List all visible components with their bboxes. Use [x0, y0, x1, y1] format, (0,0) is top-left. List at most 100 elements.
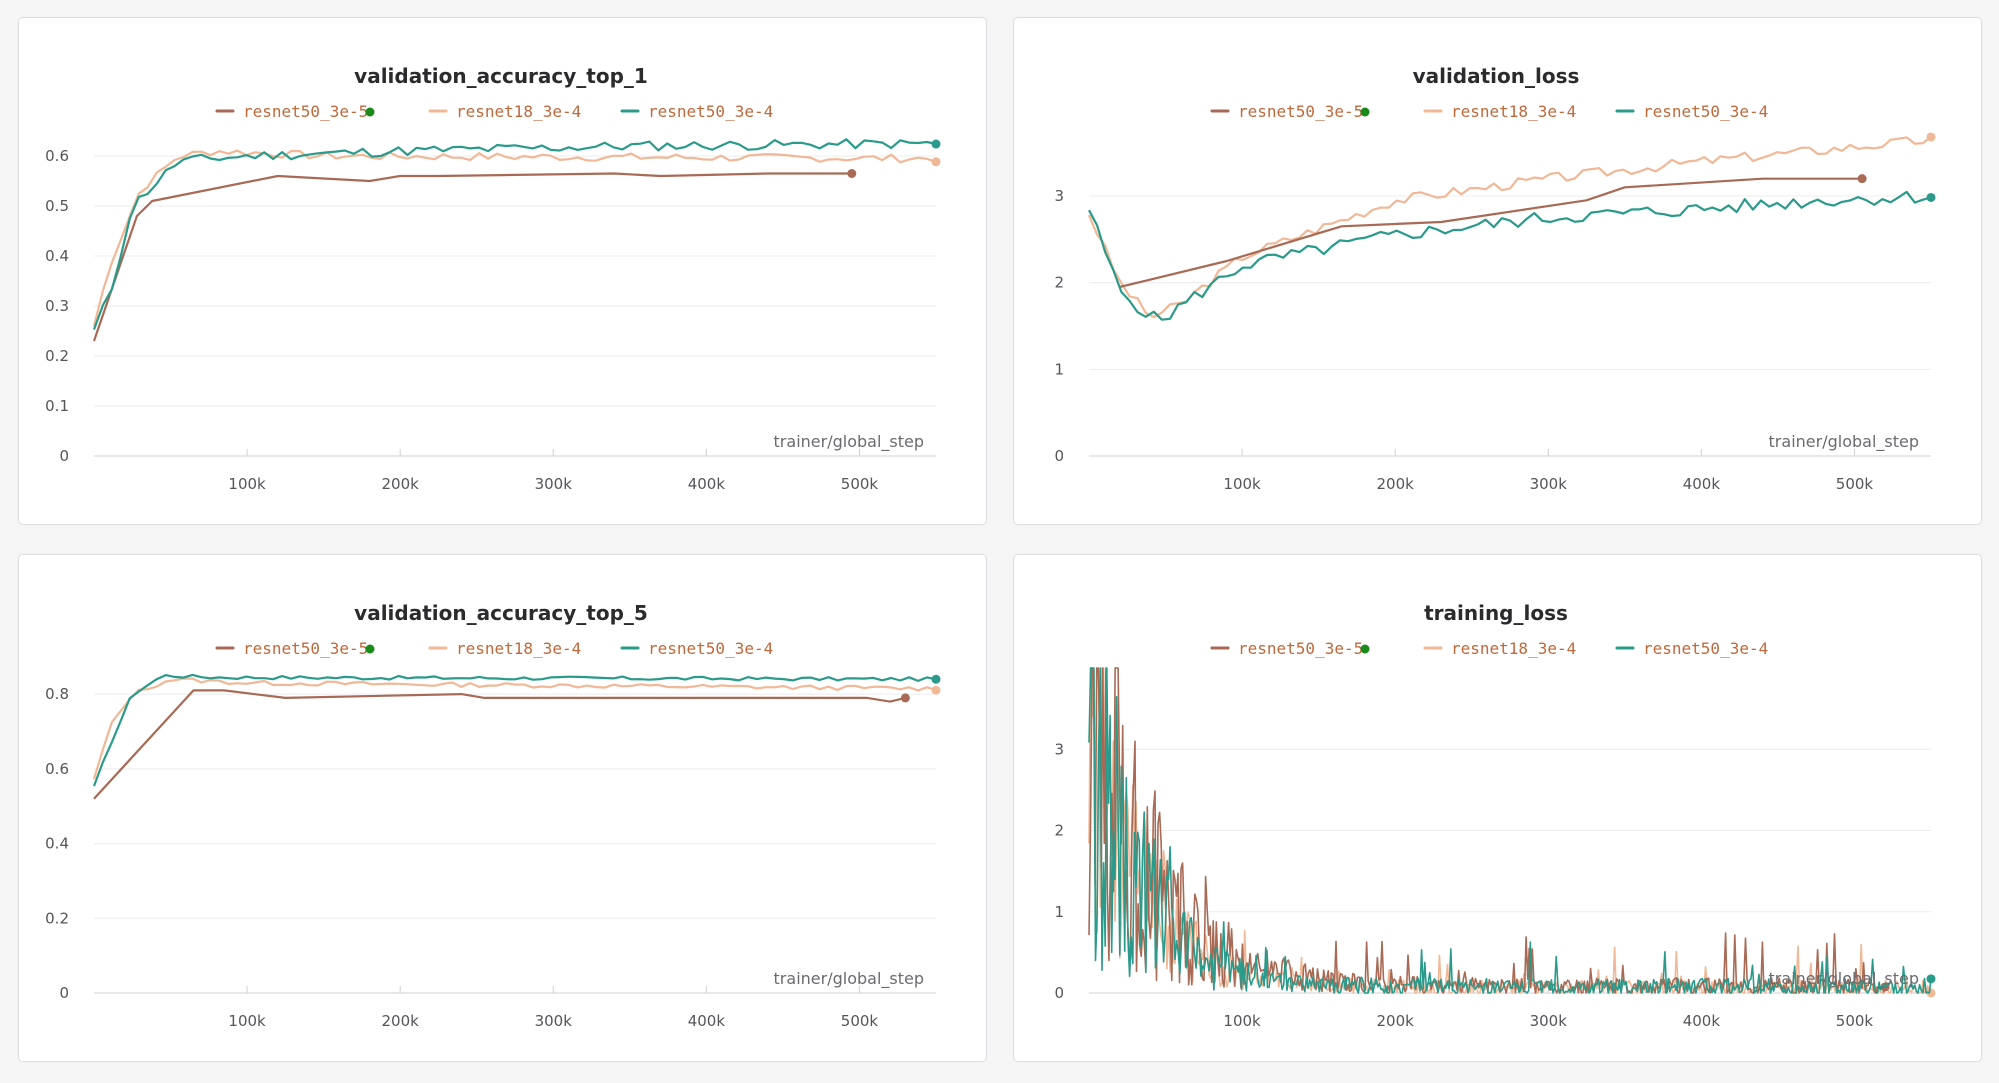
legend-entry-resnet18_3e-4[interactable]: resnet18_3e-4 — [1451, 102, 1576, 121]
y-tick-label: 0.4 — [45, 247, 69, 265]
y-axis: 0 0.1 0.2 0.3 0.4 0.5 0.6 — [45, 147, 69, 465]
x-tick-label: 500k — [841, 1012, 879, 1030]
y-tick-label: 0 — [1054, 984, 1064, 1002]
series-line-resnet50_3e-5 — [92, 172, 852, 342]
series-line-resnet50_3e-4 — [1088, 667, 1932, 994]
y-tick-label: 0 — [1054, 447, 1064, 465]
legend-entry-resnet18_3e-4[interactable]: resnet18_3e-4 — [1451, 639, 1576, 658]
x-axis: 100k 200k 300k 400k 500k — [228, 986, 878, 1030]
x-tick-label: 300k — [535, 1012, 573, 1030]
series-endpoint-resnet18_3e-4 — [931, 157, 941, 167]
y-tick-label: 0.2 — [45, 909, 69, 927]
series-line-resnet50_3e-5 — [93, 689, 906, 800]
series-line-resnet18_3e-4 — [92, 677, 937, 780]
x-tick-label: 100k — [228, 475, 266, 493]
x-axis-label: trainer/global_step — [774, 432, 924, 452]
x-tick-label: 500k — [1836, 475, 1874, 493]
chart-panel-validation-loss: validation_loss resnet50_3e-5 resnet18_3e… — [1013, 17, 1982, 525]
legend-entry-resnet18_3e-4[interactable]: resnet18_3e-4 — [456, 102, 581, 121]
series-endpoint-resnet50_3e-4 — [931, 139, 941, 149]
y-tick-label: 0.8 — [45, 685, 69, 703]
x-tick-label: 400k — [688, 475, 726, 493]
y-tick-label: 0.3 — [45, 297, 69, 315]
y-axis: 0 0.2 0.4 0.6 0.8 — [45, 685, 69, 1002]
chart-grid — [94, 693, 936, 994]
y-tick-label: 3 — [1054, 740, 1064, 758]
legend-entry-resnet50_3e-4[interactable]: resnet50_3e-4 — [648, 102, 773, 121]
series-endpoint-resnet18_3e-4 — [1926, 132, 1936, 142]
legend-entry-resnet50_3e-4[interactable]: resnet50_3e-4 — [648, 639, 773, 658]
series-endpoint-resnet50_3e-4 — [1926, 974, 1936, 984]
x-tick-label: 100k — [228, 1012, 266, 1030]
y-tick-label: 2 — [1054, 822, 1064, 840]
series-endpoint-resnet50_3e-4 — [931, 674, 941, 684]
series-line-resnet50_3e-4 — [92, 138, 937, 330]
legend-entry-resnet50_3e-4[interactable]: resnet50_3e-4 — [1643, 639, 1768, 658]
chart-grid — [1089, 748, 1931, 994]
chart-title: validation_accuracy_top_1 — [354, 64, 648, 88]
chart-legend: resnet50_3e-5 resnet18_3e-4 resnet50_3e-4 — [215, 102, 773, 121]
x-tick-label: 200k — [382, 475, 420, 493]
x-tick-label: 400k — [1683, 475, 1721, 493]
chart-panel-validation-accuracy-top-5: validation_accuracy_top_5 resnet50_3e-5 r… — [18, 554, 987, 1062]
series-line-resnet50_3e-4 — [92, 673, 937, 787]
x-tick-label: 300k — [1530, 1012, 1568, 1030]
y-tick-label: 0.2 — [45, 347, 69, 365]
chart-legend: resnet50_3e-5 resnet18_3e-4 resnet50_3e-4 — [1210, 639, 1768, 658]
series-line-resnet18_3e-4 — [1087, 136, 1932, 319]
x-tick-label: 100k — [1223, 1012, 1261, 1030]
y-tick-label: 0 — [59, 984, 69, 1002]
chart-plot[interactable] — [92, 673, 941, 800]
y-tick-label: 0.4 — [45, 835, 69, 853]
series-endpoint-resnet50_3e-4 — [1926, 192, 1936, 202]
y-tick-label: 3 — [1054, 187, 1064, 205]
chart-legend: resnet50_3e-5 resnet18_3e-4 resnet50_3e-4 — [215, 639, 773, 658]
y-axis: 0 1 2 3 — [1054, 740, 1064, 1002]
x-axis-label: trainer/global_step — [774, 969, 924, 989]
x-tick-label: 200k — [1377, 475, 1415, 493]
chart-grid — [1089, 195, 1931, 457]
y-tick-label: 2 — [1054, 274, 1064, 292]
chart-svg: validation_loss resnet50_3e-5 resnet18_3e… — [1054, 64, 1936, 493]
legend-entry-resnet50_3e-5[interactable]: resnet50_3e-5 — [1238, 102, 1363, 121]
chart-panel-training-loss: training_loss resnet50_3e-5 resnet18_3e-4… — [1013, 554, 1982, 1062]
x-tick-label: 300k — [1530, 475, 1568, 493]
chart-title: training_loss — [1424, 601, 1568, 625]
series-line-resnet50_3e-4 — [1088, 190, 1932, 321]
x-tick-label: 500k — [841, 475, 879, 493]
x-axis-label: trainer/global_step — [1769, 969, 1919, 989]
legend-entry-resnet18_3e-4[interactable]: resnet18_3e-4 — [456, 639, 581, 658]
y-tick-label: 0 — [59, 447, 69, 465]
x-tick-label: 400k — [688, 1012, 726, 1030]
y-tick-label: 0.6 — [45, 147, 69, 165]
x-axis-label: trainer/global_step — [1769, 432, 1919, 452]
legend-entry-resnet50_3e-5[interactable]: resnet50_3e-5 — [243, 639, 368, 658]
chart-plot[interactable] — [1087, 132, 1936, 321]
x-tick-label: 200k — [382, 1012, 420, 1030]
y-tick-label: 1 — [1054, 903, 1064, 921]
series-endpoint-resnet50_3e-5 — [900, 693, 910, 703]
legend-status-dot — [365, 644, 375, 654]
chart-svg: training_loss resnet50_3e-5 resnet18_3e-4… — [1054, 601, 1936, 1030]
legend-status-dot — [365, 107, 375, 117]
y-tick-label: 0.5 — [45, 197, 69, 215]
legend-status-dot — [1360, 644, 1370, 654]
chart-plot[interactable] — [1088, 667, 1936, 998]
chart-grid — [94, 155, 936, 457]
legend-entry-resnet50_3e-5[interactable]: resnet50_3e-5 — [243, 102, 368, 121]
chart-title: validation_loss — [1413, 64, 1580, 88]
x-tick-label: 100k — [1223, 475, 1261, 493]
legend-entry-resnet50_3e-4[interactable]: resnet50_3e-4 — [1643, 102, 1768, 121]
series-line-resnet18_3e-4 — [92, 149, 937, 327]
y-tick-label: 0.6 — [45, 760, 69, 778]
chart-panel-validation-accuracy-top-1: validation_accuracy_top_1 resnet50_3e-5 r… — [18, 17, 987, 525]
series-line-resnet50_3e-5 — [1119, 177, 1863, 289]
legend-entry-resnet50_3e-5[interactable]: resnet50_3e-5 — [1238, 639, 1363, 658]
series-endpoint-resnet50_3e-5 — [1857, 174, 1867, 184]
chart-plot[interactable] — [92, 138, 941, 342]
chart-svg: validation_accuracy_top_5 resnet50_3e-5 r… — [45, 601, 941, 1030]
x-tick-label: 200k — [1377, 1012, 1415, 1030]
chart-title: validation_accuracy_top_5 — [354, 601, 648, 625]
chart-legend: resnet50_3e-5 resnet18_3e-4 resnet50_3e-4 — [1210, 102, 1768, 121]
y-tick-label: 0.1 — [45, 397, 69, 415]
